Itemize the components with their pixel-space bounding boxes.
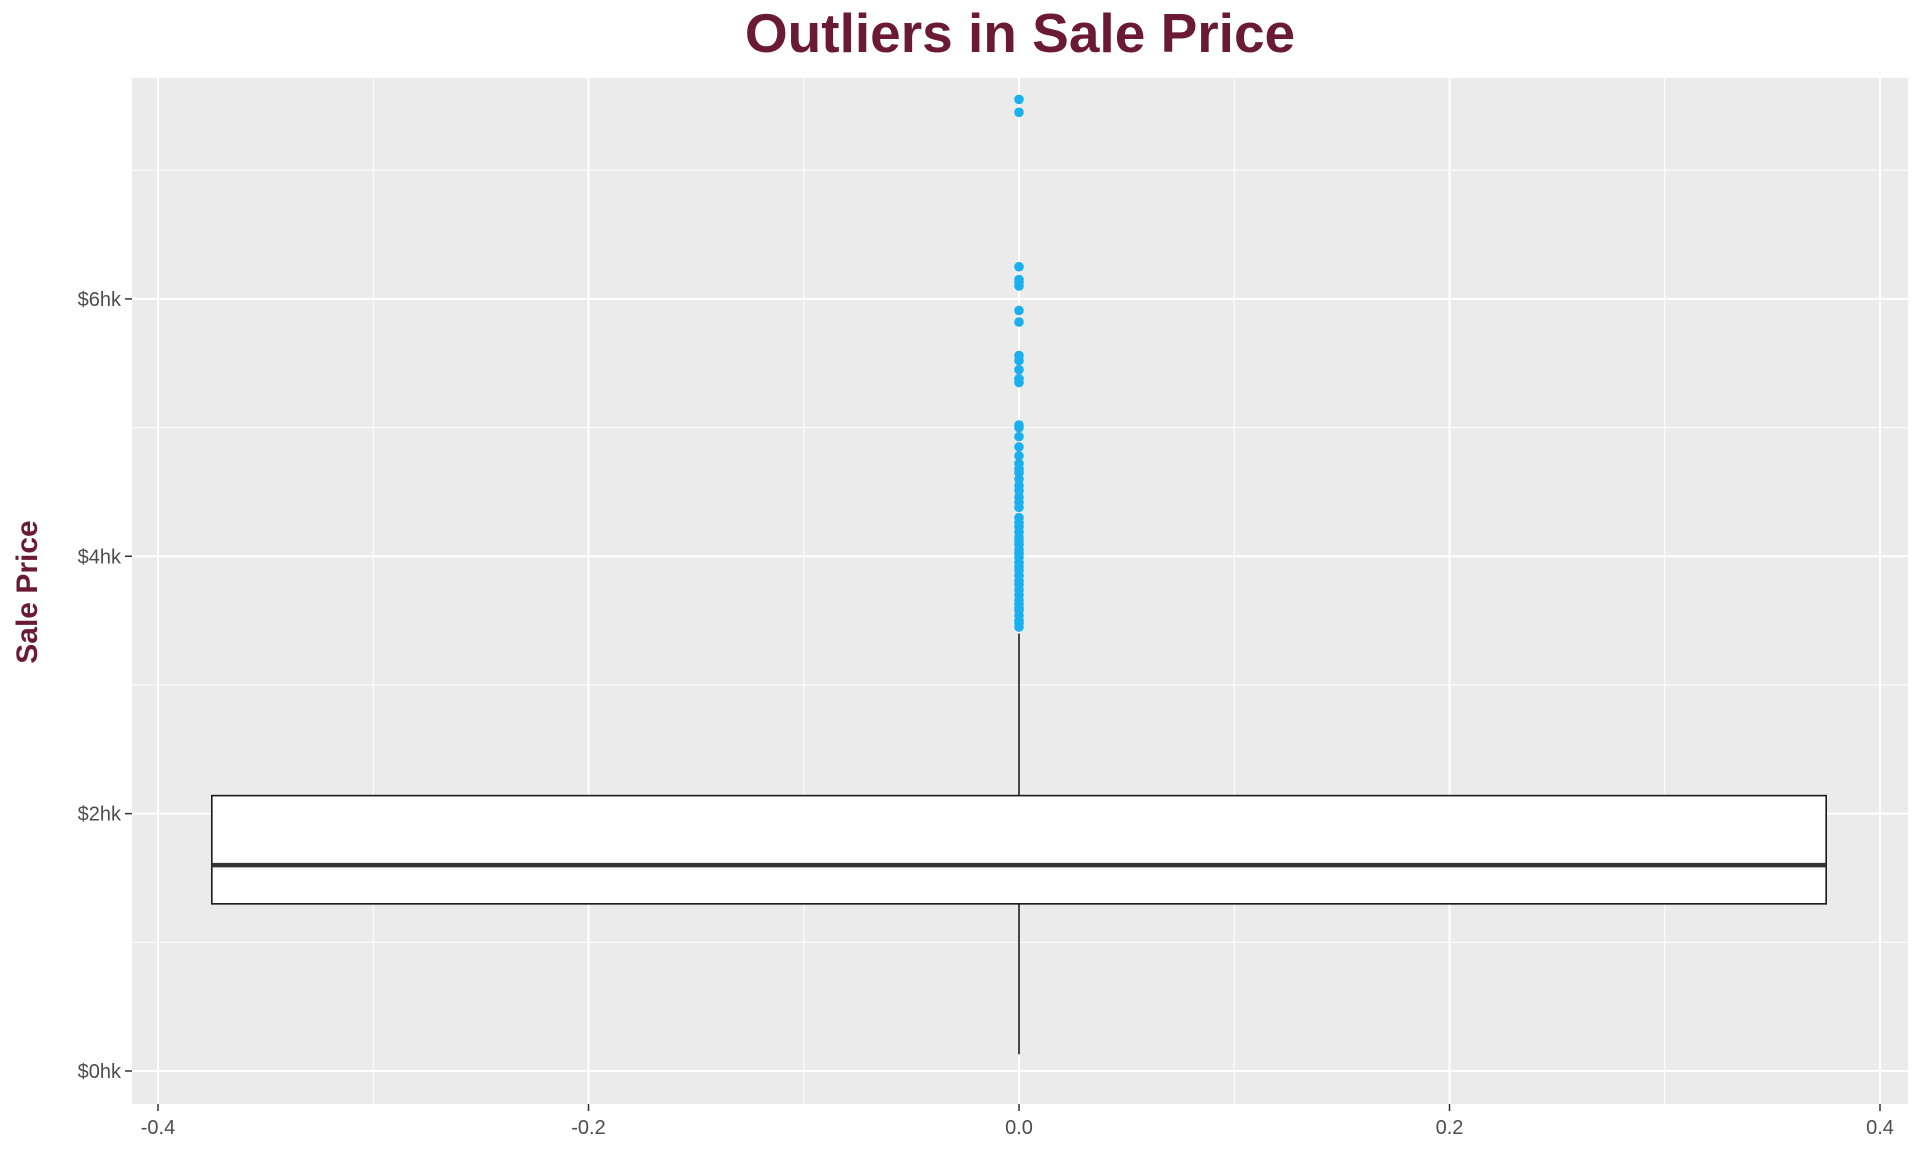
outlier-point (1014, 442, 1024, 452)
outlier-point (1014, 420, 1024, 430)
x-tick-label: -0.2 (571, 1117, 605, 1139)
y-tick-label: $6hk (78, 289, 122, 311)
interquartile-box (211, 794, 1827, 905)
outlier-point (1014, 431, 1024, 442)
y-tick-label: $0hk (78, 1061, 122, 1083)
outlier-point (1014, 350, 1024, 361)
x-tick-label: -0.4 (141, 1117, 175, 1139)
outlier-point (1014, 274, 1024, 285)
x-tick-label: 0.0 (1005, 1117, 1033, 1139)
y-tick-label: $4hk (78, 546, 122, 568)
y-tick-label: $2hk (78, 804, 122, 826)
outlier-point (1014, 512, 1024, 523)
y-axis-title: Sale Price (11, 520, 44, 663)
x-tick-label: 0.4 (1866, 1117, 1894, 1139)
outlier-point (1014, 261, 1024, 272)
outlier-point (1014, 451, 1024, 461)
plot-panel: -0.4 -0.2 0.0 0.2 0.4 $0hk $2hk $4hk $6hk (78, 78, 1908, 1139)
chart-title: Outliers in Sale Price (745, 2, 1295, 64)
x-tick-label: 0.2 (1436, 1117, 1464, 1139)
outlier-point (1014, 317, 1024, 327)
outlier-point (1014, 94, 1024, 105)
outlier-point (1014, 305, 1024, 316)
outlier-point (1014, 107, 1024, 118)
outlier-point (1014, 364, 1024, 375)
outlier-point (1014, 458, 1024, 469)
outlier-point (1014, 373, 1024, 384)
